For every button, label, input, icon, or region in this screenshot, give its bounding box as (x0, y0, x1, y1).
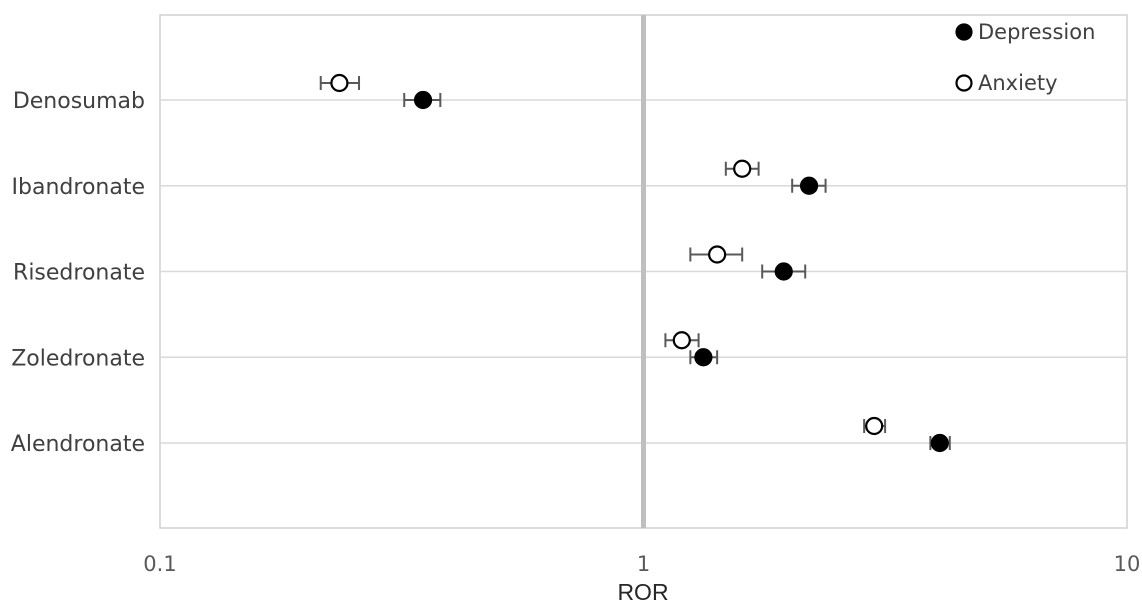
legend: Depression Anxiety (955, 20, 1095, 95)
anxiety-marker (672, 331, 691, 350)
depression-marker (799, 176, 819, 195)
x-tick-label: 0.1 (143, 552, 176, 576)
category-label: Risedronate (13, 261, 145, 286)
anxiety-marker (330, 73, 349, 93)
legend-marker-depression (955, 23, 973, 41)
category-label: Ibandronate (12, 175, 145, 200)
depression-marker (930, 433, 949, 453)
x-tick-label: 10 (1114, 552, 1141, 576)
data-markers (330, 73, 949, 453)
depression-marker (694, 348, 713, 367)
legend-label-depression: Depression (978, 20, 1095, 44)
category-labels: Denosumab Ibandronate Risedronate Zoledrona… (11, 89, 145, 457)
category-label: Denosumab (13, 89, 145, 114)
category-label: Zoledronate (11, 346, 145, 371)
legend-marker-anxiety (955, 74, 973, 92)
x-axis-title: ROR (617, 579, 668, 605)
x-axis-ticks: 0.1 1 10 (143, 552, 1140, 576)
anxiety-marker (865, 416, 884, 436)
category-label: Alendronate (11, 432, 145, 457)
anxiety-marker (708, 245, 727, 264)
depression-marker (413, 90, 433, 110)
legend-label-anxiety: Anxiety (978, 71, 1058, 95)
depression-marker (774, 262, 793, 281)
anxiety-marker (733, 159, 752, 178)
x-tick-label: 1 (637, 552, 650, 576)
